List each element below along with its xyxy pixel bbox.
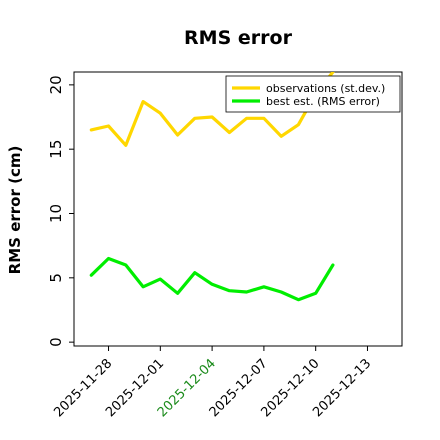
x-axis: 2025-11-282025-12-012025-12-042025-12-07… [51, 346, 374, 420]
legend: observations (st.dev.)best est. (RMS err… [225, 75, 401, 113]
y-axis-label: RMS error (cm) [6, 146, 24, 275]
y-tick-label: 15 [47, 140, 65, 159]
legend-box [225, 75, 401, 113]
plot-frame [73, 71, 403, 347]
y-axis: 0 5 10 15 20 [47, 75, 74, 347]
series-line-0 [89, 72, 335, 147]
y-tick-label: 20 [47, 75, 65, 94]
legend-label: observations (st.dev.) [266, 82, 385, 95]
series-line-1 [89, 256, 335, 302]
series-layer [89, 72, 335, 302]
legend-label: best est. (RMS error) [266, 95, 380, 108]
y-tick-label: 5 [47, 273, 65, 283]
y-tick-label: 10 [47, 204, 65, 223]
chart-title: RMS error [184, 27, 293, 49]
y-tick-label: 0 [47, 337, 65, 347]
